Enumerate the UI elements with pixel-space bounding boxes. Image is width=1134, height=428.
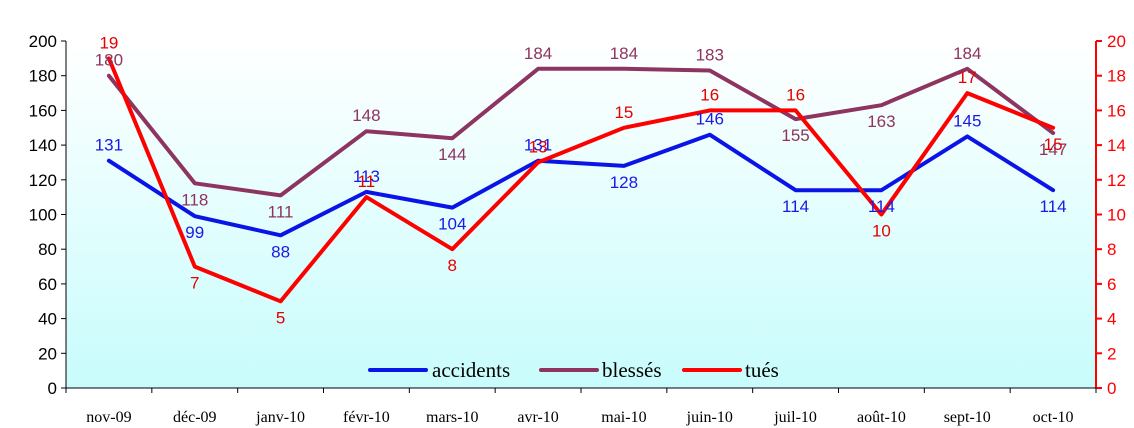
data-label-blesses: 184 bbox=[524, 44, 552, 63]
x-tick-label: oct-10 bbox=[1033, 409, 1074, 426]
data-label-blesses: 144 bbox=[438, 145, 466, 164]
x-tick-label: juin-10 bbox=[686, 409, 733, 426]
left-tick-label: 20 bbox=[38, 344, 57, 363]
right-tick-label: 2 bbox=[1107, 344, 1116, 363]
data-label-blesses: 111 bbox=[268, 202, 294, 221]
data-label-accidents: 114 bbox=[1040, 197, 1067, 216]
data-label-accidents: 114 bbox=[868, 197, 895, 216]
x-tick-label: juil-10 bbox=[773, 409, 817, 426]
data-label-accidents: 113 bbox=[353, 167, 380, 186]
series-lines bbox=[106, 56, 1056, 304]
right-tick-label: 18 bbox=[1107, 67, 1126, 86]
left-tick-label: 200 bbox=[29, 32, 57, 51]
legend: accidents blessés tués bbox=[368, 358, 779, 382]
data-label-tues: 19 bbox=[99, 33, 118, 52]
right-tick-label: 4 bbox=[1107, 310, 1116, 329]
data-label-blesses: 180 bbox=[95, 51, 123, 70]
data-label-blesses: 184 bbox=[610, 44, 638, 63]
data-label-tues: 10 bbox=[872, 222, 891, 241]
data-label-accidents: 104 bbox=[438, 215, 466, 234]
right-tick-label: 6 bbox=[1107, 275, 1116, 294]
data-label-accidents: 99 bbox=[185, 223, 204, 242]
left-tick-label: 80 bbox=[38, 240, 57, 259]
left-tick-label: 140 bbox=[29, 136, 57, 155]
legend-label-tues: tués bbox=[745, 358, 779, 382]
axes: 0 20 40 60 80 100 120 140 160 180 200 0 2 4 6 8 10 12 14 16… bbox=[29, 32, 1126, 426]
data-label-blesses: 184 bbox=[953, 44, 981, 63]
data-label-blesses: 148 bbox=[352, 106, 380, 125]
data-label-tues: 15 bbox=[614, 103, 633, 122]
data-label-tues: 11 bbox=[358, 172, 376, 191]
data-label-accidents: 145 bbox=[953, 111, 981, 130]
data-label-tues: 15 bbox=[1044, 135, 1063, 154]
left-tick-label: 40 bbox=[38, 310, 57, 329]
x-tick-label: janv-10 bbox=[255, 409, 305, 426]
series-line-blesses bbox=[106, 66, 1056, 198]
data-label-tues: 8 bbox=[448, 256, 457, 275]
left-tick-label: 120 bbox=[29, 171, 57, 190]
right-tick-label: 0 bbox=[1107, 379, 1116, 398]
data-label-tues: 5 bbox=[276, 308, 285, 327]
series-line-accidents bbox=[106, 132, 1056, 238]
data-label-accidents: 146 bbox=[696, 110, 724, 129]
right-tick-label: 10 bbox=[1107, 206, 1126, 225]
data-label-tues: 13 bbox=[529, 137, 548, 156]
right-tick-label: 14 bbox=[1107, 136, 1126, 155]
x-tick-label: nov-09 bbox=[86, 409, 131, 426]
x-tick-label: févr-10 bbox=[343, 409, 390, 426]
data-label-accidents: 131 bbox=[95, 136, 123, 155]
series-line-tues bbox=[106, 56, 1056, 304]
data-label-tues: 17 bbox=[958, 68, 977, 87]
data-label-tues: 7 bbox=[190, 274, 199, 293]
left-tick-label: 100 bbox=[29, 206, 57, 225]
plot-area bbox=[66, 41, 1096, 388]
left-tick-label: 180 bbox=[29, 67, 57, 86]
data-label-accidents: 131 bbox=[524, 136, 552, 155]
data-label-blesses: 118 bbox=[181, 190, 208, 209]
data-label-accidents: 128 bbox=[610, 173, 638, 192]
legend-label-blesses: blessés bbox=[602, 358, 662, 382]
data-label-tues: 16 bbox=[700, 85, 719, 104]
x-tick-label: mars-10 bbox=[426, 409, 478, 426]
data-label-blesses: 147 bbox=[1039, 140, 1067, 159]
right-tick-label: 20 bbox=[1107, 32, 1126, 51]
right-tick-label: 16 bbox=[1107, 101, 1126, 120]
left-tick-label: 160 bbox=[29, 101, 57, 120]
legend-label-accidents: accidents bbox=[432, 358, 510, 382]
x-tick-label: avr-10 bbox=[517, 409, 558, 426]
data-label-blesses: 155 bbox=[781, 126, 809, 145]
x-tick-label: sept-10 bbox=[944, 409, 991, 426]
data-label-accidents: 88 bbox=[271, 242, 290, 261]
data-label-blesses: 183 bbox=[696, 45, 724, 64]
data-label-tues: 16 bbox=[786, 85, 805, 104]
right-tick-label: 8 bbox=[1107, 240, 1116, 259]
x-tick-label: déc-09 bbox=[173, 409, 217, 426]
data-label-blesses: 163 bbox=[867, 112, 895, 131]
left-tick-label: 0 bbox=[48, 379, 57, 398]
left-tick-label: 60 bbox=[38, 275, 57, 294]
data-label-accidents: 114 bbox=[782, 197, 809, 216]
x-tick-label: août-10 bbox=[857, 409, 906, 426]
x-tick-label: mai-10 bbox=[601, 409, 646, 426]
right-tick-label: 12 bbox=[1107, 171, 1126, 190]
